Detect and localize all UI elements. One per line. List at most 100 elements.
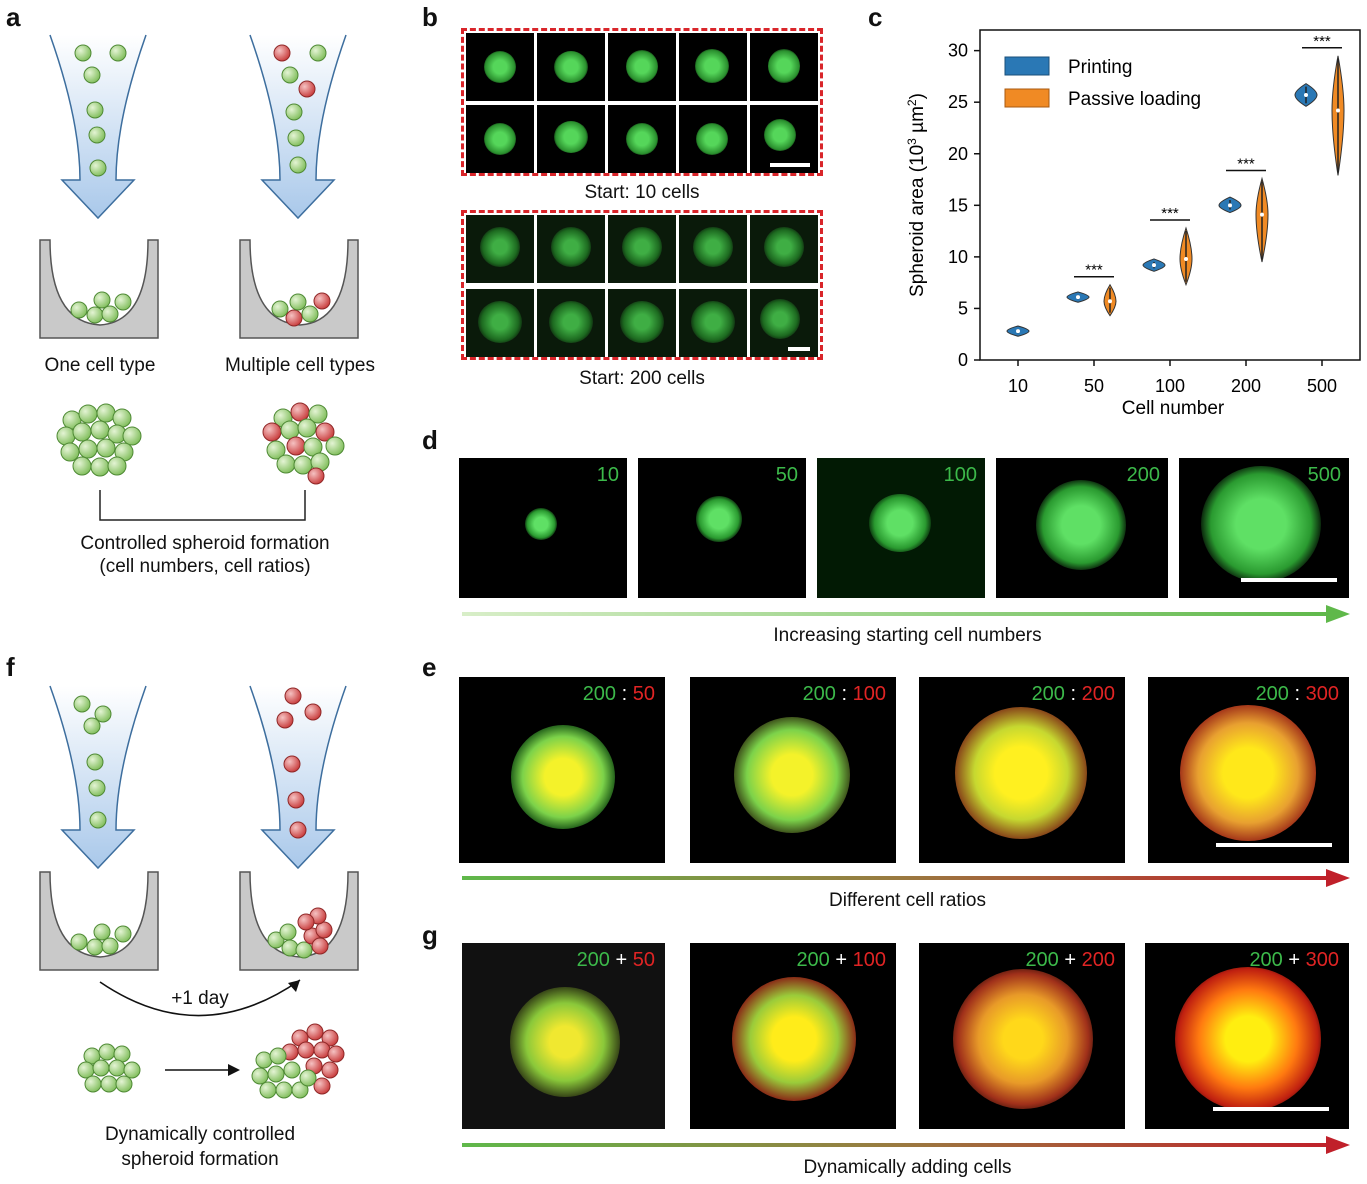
x-tick-label: 500	[1307, 376, 1337, 396]
y-tick-label: 15	[948, 195, 968, 215]
straight-arrow-head	[228, 1064, 240, 1076]
y-tick-label: 25	[948, 92, 968, 112]
label-ratio-100: 200 : 100	[802, 683, 886, 705]
cells-in-well-left	[70, 291, 132, 324]
cells-falling-red	[276, 687, 322, 839]
curved-arrow	[99, 979, 301, 1017]
panel-a-schematic	[39, 34, 359, 521]
cells-in-well-left	[70, 923, 132, 956]
micrograph-ratio-50: 200 : 50	[459, 677, 665, 863]
micrograph-100: 100	[817, 458, 985, 598]
violin-median	[1228, 203, 1232, 208]
micrograph-ratio-200: 200 : 200	[919, 677, 1125, 863]
y-axis-label: Spheroid area (103 µm2)	[905, 93, 928, 297]
significance-label: ***	[1161, 205, 1179, 222]
micrograph-tile	[608, 105, 676, 173]
y-axis-ticks: 0 5 10 15 20 25 30	[948, 41, 980, 370]
scale-bar	[770, 163, 810, 167]
significance-label: ***	[1237, 156, 1255, 173]
cells-in-well-right	[267, 907, 333, 959]
significance-marks: *** *** *** ***	[1074, 33, 1342, 279]
arrow-increasing	[462, 605, 1350, 623]
spheroid-green-f	[77, 1043, 141, 1093]
caption-adding: Dynamically adding cells	[803, 1157, 1012, 1178]
funnel-arrow-right	[249, 685, 347, 870]
scale-bar	[1213, 1107, 1329, 1111]
micrograph-tile	[537, 289, 605, 357]
plot-frame	[979, 29, 1361, 361]
micrograph-tile	[466, 33, 534, 101]
micrograph-tile	[750, 105, 818, 173]
well-right	[239, 239, 359, 339]
spheroid-mixed-f	[251, 1023, 345, 1099]
label-ratio-300: 200 : 300	[1255, 683, 1339, 705]
label-add-300: 200 + 300	[1249, 949, 1339, 971]
y-tick-label: 0	[958, 350, 968, 370]
panel-label-e: e	[422, 652, 437, 682]
micrograph-10: 10	[459, 458, 627, 598]
violin-median	[1336, 108, 1340, 113]
micrograph-add-200: 200 + 200	[919, 943, 1125, 1129]
micrograph-add-100: 200 + 100	[690, 943, 896, 1129]
bracket-line	[99, 490, 306, 521]
label-add-50: 200 + 50	[576, 949, 655, 971]
y-tick-label: 20	[948, 144, 968, 164]
legend-label-printing: Printing	[1068, 57, 1132, 78]
micrograph-200: 200	[996, 458, 1168, 598]
label-50: 50	[775, 464, 798, 486]
micrograph-tile	[537, 33, 605, 101]
micrograph-tile	[608, 33, 676, 101]
label-10: 10	[596, 464, 619, 486]
violin-median	[1260, 212, 1264, 217]
micrograph-tile	[537, 215, 605, 283]
micrograph-tile	[679, 105, 747, 173]
y-tick-label: 5	[958, 298, 968, 318]
arrow-adding	[462, 1136, 1350, 1154]
x-tick-label: 10	[1008, 376, 1028, 396]
violin-median	[1152, 263, 1156, 268]
caption-cell-numbers-ratios: (cell numbers, cell ratios)	[99, 556, 311, 577]
significance-label: ***	[1313, 33, 1331, 50]
x-axis-label: Cell number	[1122, 398, 1225, 419]
cells-falling-right	[273, 44, 327, 174]
caption-spheroid-formation: spheroid formation	[121, 1149, 279, 1170]
caption-ratios: Different cell ratios	[829, 890, 986, 911]
legend: Printing Passive loading	[1004, 56, 1201, 110]
x-tick-label: 100	[1155, 376, 1185, 396]
micrograph-tile	[608, 215, 676, 283]
micrograph-tile	[750, 289, 818, 357]
micrograph-add-50: 200 + 50	[462, 943, 665, 1129]
panel-label-g: g	[422, 920, 438, 950]
violin-median	[1076, 295, 1080, 300]
scale-bar	[788, 347, 810, 351]
violin-median	[1304, 92, 1308, 97]
violin-median	[1016, 329, 1020, 334]
funnel-arrow-left	[49, 685, 147, 870]
micrograph-500: 500	[1179, 458, 1349, 598]
micrograph-ratio-300: 200 : 300	[1148, 677, 1349, 863]
micrograph-50: 50	[638, 458, 806, 598]
spheroid-green	[56, 403, 142, 477]
micrograph-tile	[679, 289, 747, 357]
caption-controlled-spheroid: Controlled spheroid formation	[80, 533, 330, 554]
violin-series	[1006, 55, 1345, 337]
caption-increasing: Increasing starting cell numbers	[773, 625, 1042, 646]
label-500: 500	[1307, 464, 1341, 486]
violin-median	[1108, 299, 1112, 304]
scale-bar	[1241, 578, 1337, 582]
legend-swatch-printing	[1004, 56, 1050, 76]
panel-label-f: f	[6, 652, 15, 682]
funnel-arrow-right	[249, 34, 347, 220]
caption-start-10-cells: Start: 10 cells	[584, 182, 700, 203]
micrograph-tile	[750, 215, 818, 283]
panel-label-d: d	[422, 425, 438, 455]
cells-falling-left	[74, 44, 127, 177]
caption-dynamically-controlled: Dynamically controlled	[104, 1124, 296, 1145]
micrograph-tile	[608, 289, 676, 357]
label-ratio-200: 200 : 200	[1031, 683, 1115, 705]
micrograph-add-300: 200 + 300	[1145, 943, 1349, 1129]
micrograph-tile	[750, 33, 818, 101]
panel-f-schematic	[39, 685, 359, 1099]
label-100: 100	[943, 464, 977, 486]
cells-falling-green	[73, 695, 112, 829]
